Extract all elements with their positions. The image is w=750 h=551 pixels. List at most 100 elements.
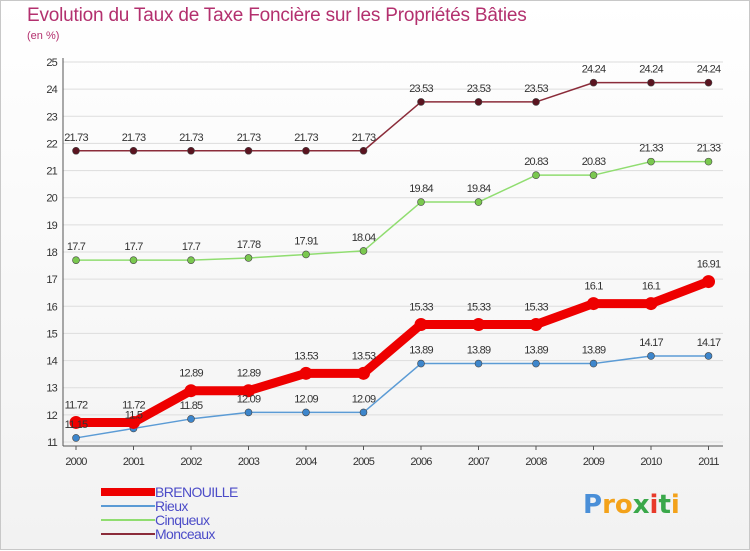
grid: [63, 61, 723, 443]
data-point: [529, 317, 543, 331]
data-label: 23.53: [409, 83, 433, 95]
data-point: [242, 384, 255, 398]
data-label: 12.89: [237, 368, 261, 380]
x-tick-label: 2007: [468, 456, 490, 468]
data-point: [532, 98, 540, 106]
legend-swatch: [101, 533, 155, 535]
data-label: 17.91: [294, 235, 318, 247]
data-point: [647, 352, 655, 360]
y-tick-label: 20: [46, 193, 57, 205]
y-tick-label: 11: [47, 437, 58, 449]
data-label: 11.5: [125, 409, 143, 421]
y-tick-label: 13: [46, 383, 57, 395]
data-point: [72, 146, 80, 155]
y-tick-label: 23: [46, 111, 57, 123]
data-label: 20.83: [582, 156, 606, 168]
data-label: 24.24: [697, 64, 721, 76]
series-line-monceaux: [75, 81, 710, 152]
legend: BRENOUILLE Rieux Cinqueux Monceaux: [101, 485, 238, 541]
data-label: 21.73: [122, 132, 146, 144]
data-point: [644, 297, 658, 311]
data-label: 16.1: [642, 281, 661, 293]
chart-unit: (en %): [27, 30, 60, 42]
data-point: [417, 198, 425, 206]
data-label: 13.89: [409, 345, 433, 357]
data-label: 21.73: [294, 132, 318, 144]
legend-label: Rieux: [155, 498, 188, 514]
x-tick-label: 2010: [640, 456, 662, 468]
data-point: [359, 408, 368, 417]
data-point: [187, 415, 195, 423]
data-label: 19.84: [409, 183, 433, 195]
series-line-brenouille: [71, 277, 713, 427]
data-point: [704, 78, 713, 87]
data-label: 17.7: [182, 241, 201, 253]
data-point: [417, 359, 425, 368]
data-point: [187, 146, 195, 155]
legend-item-cinqueux: Cinqueux: [101, 513, 238, 527]
legend-swatch: [101, 488, 155, 496]
logo-letter: i: [649, 490, 659, 520]
axes: 11 12 13 14 15 16 17 18 19 20 21 22 23 24 25 2000 2001 20…: [46, 57, 723, 468]
data-label: 13.89: [582, 345, 606, 357]
x-tick-label: 2000: [65, 456, 87, 468]
y-tick-label: 12: [46, 410, 57, 422]
data-label: 21.33: [697, 143, 721, 155]
data-point: [647, 157, 655, 166]
data-point: [127, 415, 140, 429]
data-label: 23.53: [524, 83, 548, 95]
logo-letter: i: [670, 490, 680, 520]
x-tick-label: 2001: [123, 456, 145, 468]
data-label: 17.78: [237, 239, 261, 251]
data-label: 24.24: [639, 64, 663, 76]
data-label: 12.09: [294, 393, 318, 405]
data-point: [414, 317, 428, 331]
data-labels: 21.73 21.73 21.73 21.73 21.73 21.73 23.53 23.53…: [64, 64, 722, 431]
data-label: 19.84: [467, 183, 491, 195]
logo-letter: r: [602, 490, 615, 520]
data-label: 13.53: [294, 350, 318, 362]
data-label: 18.04: [352, 232, 376, 244]
data-label: 11.72: [65, 399, 88, 411]
y-tick-label: 18: [46, 247, 57, 259]
data-label: 13.53: [352, 350, 376, 362]
data-label: 11.85: [180, 400, 203, 412]
data-label: 17.7: [67, 241, 86, 253]
data-label: 21.73: [179, 132, 203, 144]
legend-swatch: [101, 505, 155, 507]
data-point: [72, 434, 80, 442]
y-tick-label: 16: [46, 301, 57, 313]
x-tick-label: 2008: [525, 456, 547, 468]
data-label: 12.89: [179, 368, 203, 380]
data-point: [302, 250, 310, 259]
data-point: [72, 256, 80, 264]
y-tick-label: 14: [46, 356, 57, 368]
y-tick-label: 24: [46, 84, 57, 96]
data-label: 13.89: [524, 345, 548, 357]
data-point: [647, 78, 655, 87]
data-label: 12.09: [352, 393, 376, 405]
data-point: [302, 146, 310, 155]
logo-letter: P: [583, 490, 603, 520]
proxiti-logo: Proxiti: [583, 490, 680, 520]
data-point: [417, 98, 425, 106]
data-point: [704, 157, 713, 166]
data-point: [532, 171, 540, 179]
data-label: 16.91: [697, 259, 721, 271]
x-tick-label: 2005: [353, 456, 375, 468]
y-tick-label: 15: [46, 328, 57, 340]
data-point: [702, 275, 715, 289]
logo-letter: o: [614, 490, 633, 520]
x-tick-label: 2004: [295, 456, 317, 468]
chart-title: Evolution du Taux de Taxe Foncière sur l…: [27, 5, 527, 26]
x-tick-label: 2011: [698, 456, 719, 468]
data-label: 12.09: [237, 393, 261, 405]
x-tick-label: 2006: [410, 456, 432, 468]
data-point: [129, 256, 138, 264]
data-label: 15.33: [467, 301, 491, 313]
legend-item-brenouille: BRENOUILLE: [101, 485, 238, 499]
series-line-rieux: [75, 355, 710, 439]
data-label: 21.73: [352, 132, 376, 144]
data-point: [589, 359, 598, 368]
